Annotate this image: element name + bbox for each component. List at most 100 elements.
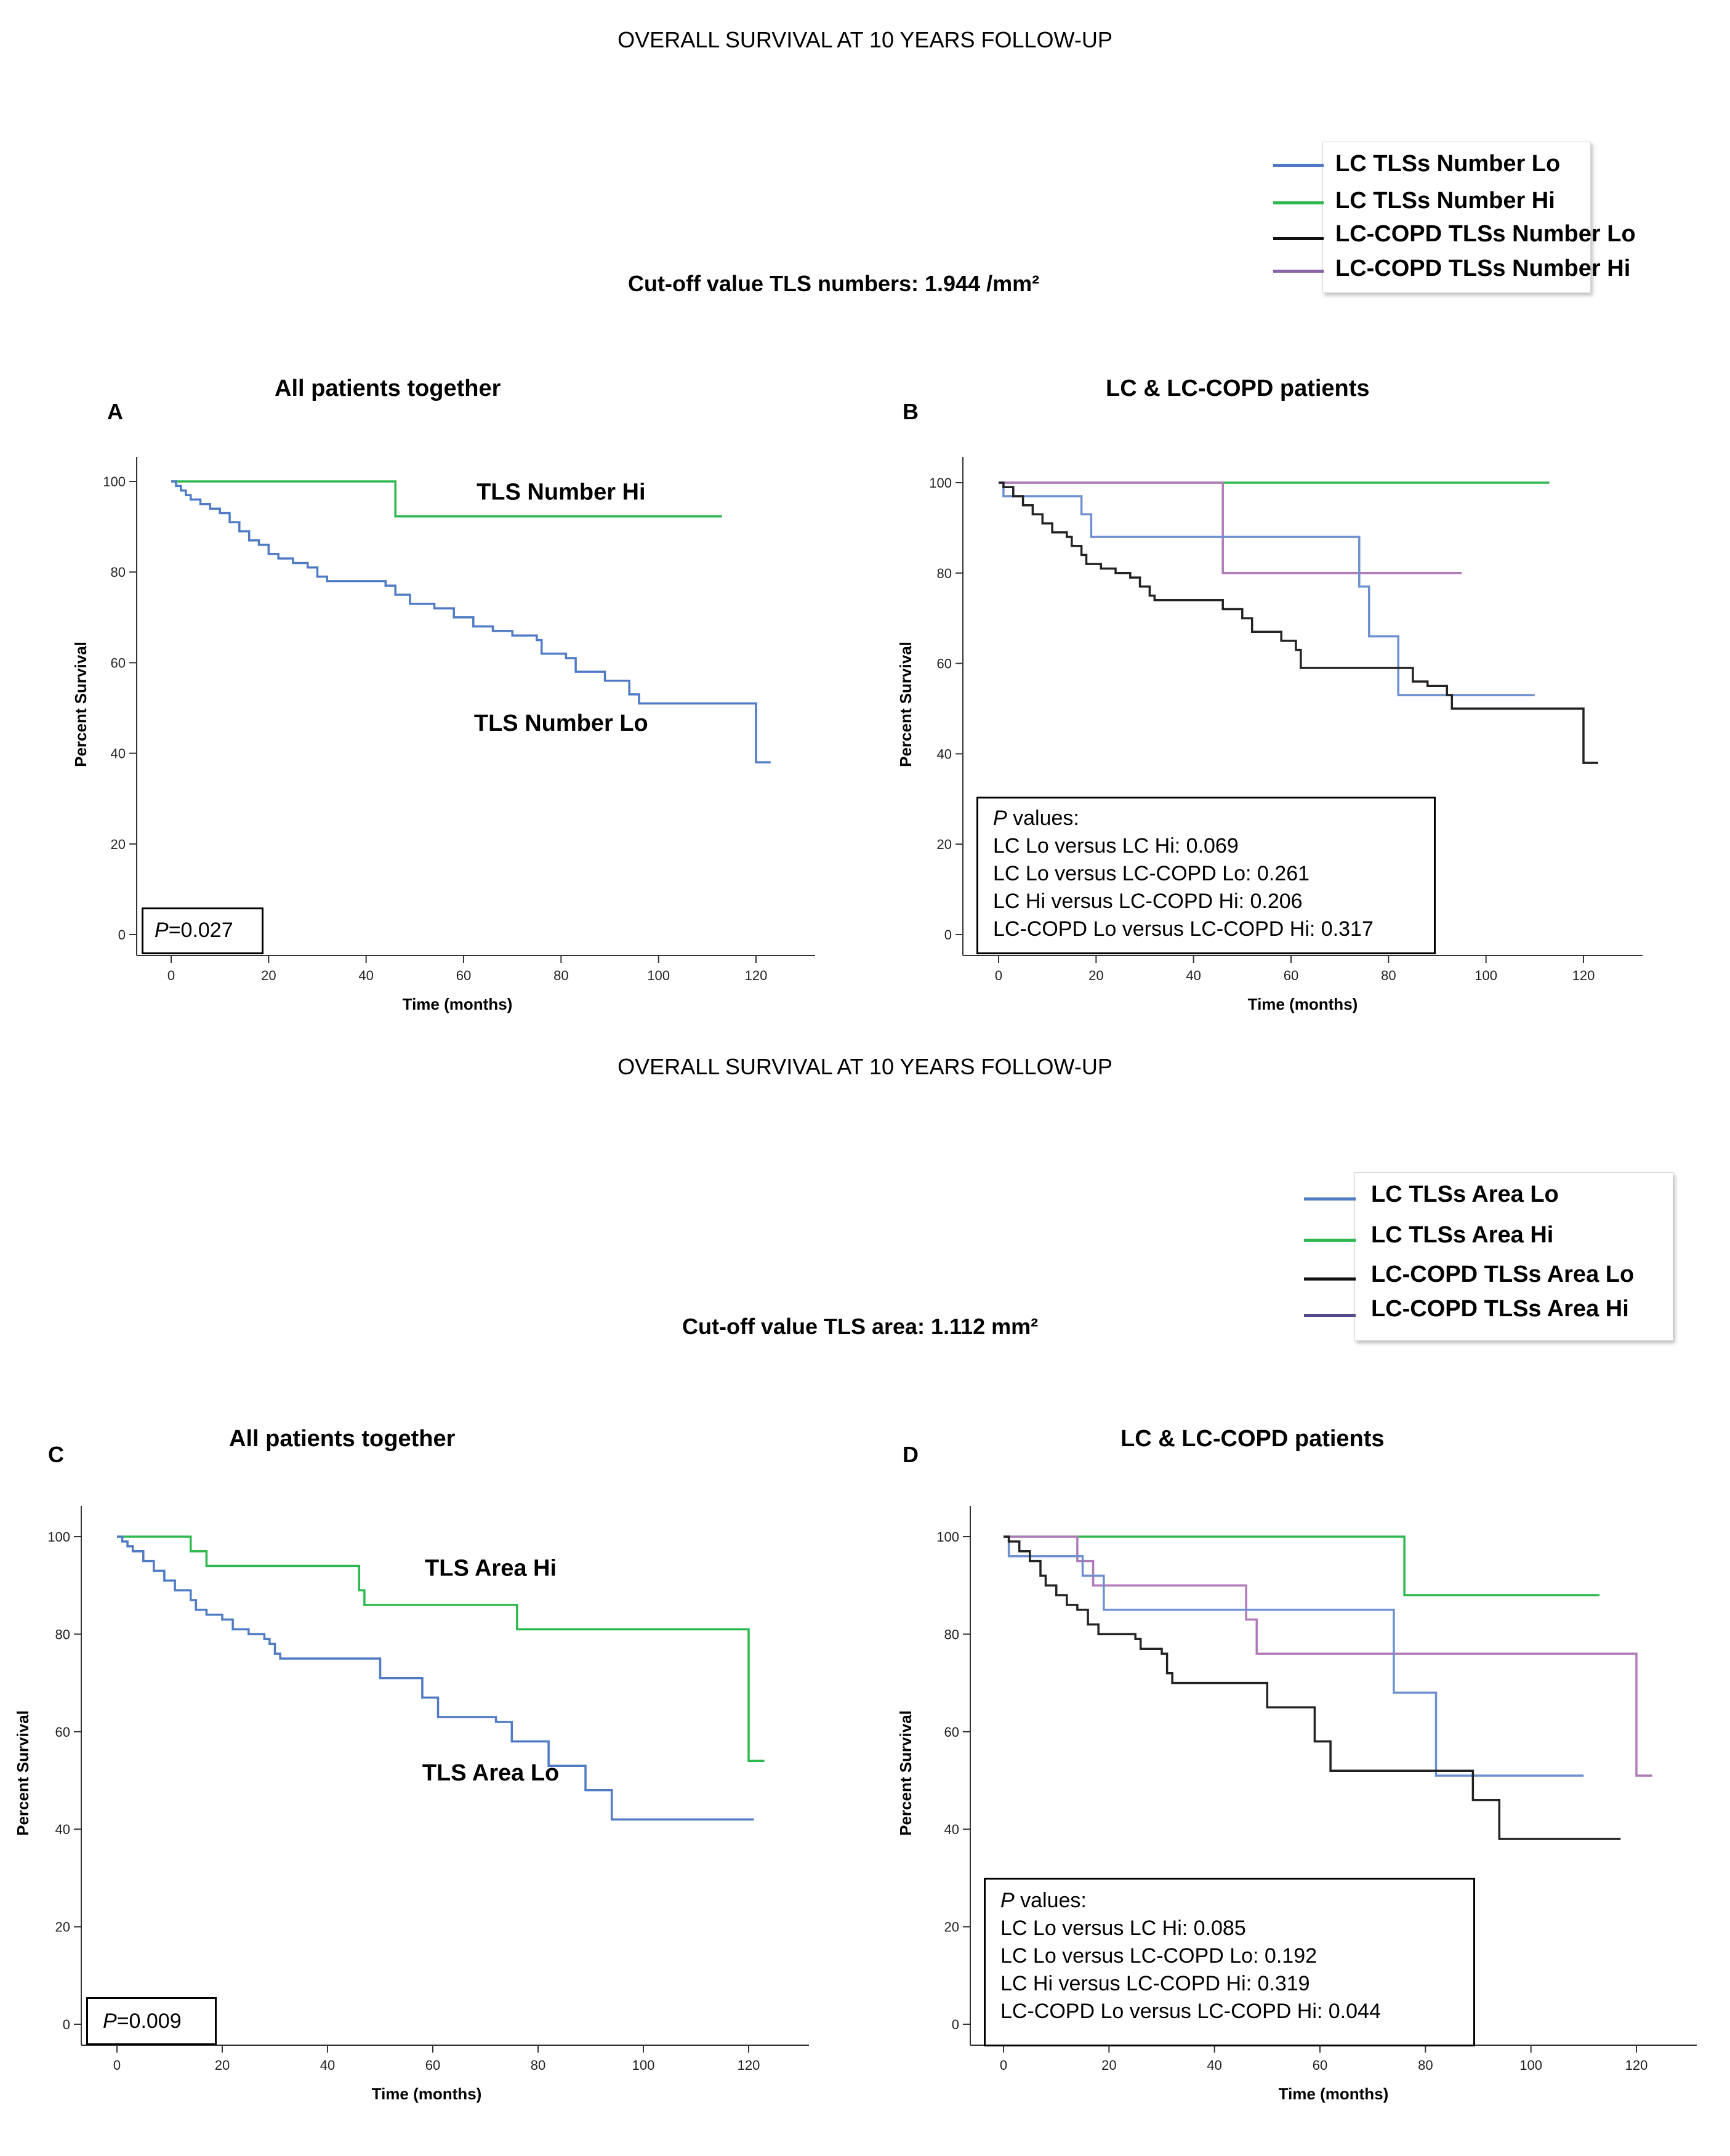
panel-a-annotation: TLS Number Lo (474, 710, 648, 736)
panel-c-annotation: TLS Area Lo (422, 1760, 559, 1786)
panel-d-y-tick-label: 60 (944, 1724, 959, 1740)
legend-item-lc-number-lo: LC TLSs Number Lo (1335, 150, 1561, 177)
panel-c-x-tick-label: 20 (215, 2057, 230, 2073)
panel-a-y-tick-label: 0 (118, 927, 126, 943)
pvalue-line: LC Lo versus LC Hi: 0.069 (993, 834, 1239, 858)
panel-d-x-tick-label: 0 (1000, 2057, 1007, 2073)
panel-a-y-tick-label: 100 (103, 474, 126, 489)
panel-c-x-axis-label: Time (months) (372, 2085, 482, 2103)
panel-a-x-tick-label: 40 (358, 968, 373, 983)
legend-item-lccopd-area-hi: LC-COPD TLSs Area Hi (1371, 1295, 1629, 1322)
panel-d-x-tick-label: 120 (1625, 2057, 1648, 2073)
legend-item-lc-number-hi: LC TLSs Number Hi (1335, 187, 1555, 214)
panel-d-x-tick-label: 20 (1101, 2057, 1116, 2073)
pvalue-line: LC Hi versus LC-COPD Hi: 0.319 (1000, 1972, 1310, 1995)
panel-c-y-tick-label: 80 (55, 1627, 70, 1642)
legend-swatch-lc-number-hi (1273, 201, 1324, 204)
panel-b-x-tick-label: 100 (1475, 968, 1497, 983)
panel-b-x-tick-label: 0 (995, 968, 1002, 983)
panel-c-x-tick-label: 120 (738, 2057, 760, 2073)
pvalue-box-a: P=0.027 (142, 907, 264, 954)
panel-a-annotation: TLS Number Hi (477, 479, 645, 505)
pvalue-box-c: P=0.009 (86, 1997, 217, 2045)
legend-swatch-lccopd-number-lo (1273, 237, 1324, 240)
legend-area: LC TLSs Area Lo LC TLSs Area Hi LC-COPD … (1354, 1172, 1673, 1341)
legend-swatch-lccopd-area-hi (1304, 1314, 1356, 1317)
panel-a-x-tick-label: 0 (167, 968, 175, 983)
panel-b-y-tick-label: 80 (937, 566, 952, 581)
panel-b-x-tick-label: 20 (1088, 968, 1103, 983)
panel-d-series-lc-copd-tlss-area-lo (1004, 1535, 1621, 1840)
pvalue-line: LC-COPD Lo versus LC-COPD Hi: 0.317 (993, 917, 1374, 941)
panel-d-y-axis-label: Percent Survival (896, 1710, 915, 1836)
pvalue-line: LC Lo versus LC-COPD Lo: 0.192 (1000, 1944, 1318, 1968)
legend-swatch-lc-number-lo (1273, 164, 1324, 167)
pvalue-line: LC Lo versus LC-COPD Lo: 0.261 (993, 862, 1310, 885)
cutoff-number-label: Cut-off value TLS numbers: 1.944 /mm² (628, 271, 1040, 296)
panel-a-series-tls-number-hi (171, 480, 722, 518)
legend-swatch-lccopd-area-lo (1304, 1277, 1356, 1281)
panel-b-letter: B (903, 399, 919, 424)
panel-c-x-tick-label: 80 (531, 2057, 545, 2073)
panel-d-x-tick-label: 60 (1313, 2057, 1327, 2073)
panel-c-title: All patients together (229, 1426, 456, 1452)
panel-c-x-tick-label: 100 (632, 2057, 655, 2073)
legend-number: LC TLSs Number Lo LC TLSs Number Hi LC-C… (1322, 142, 1636, 293)
panel-b-x-tick-label: 80 (1381, 968, 1396, 983)
legend-item-lc-area-lo: LC TLSs Area Lo (1371, 1181, 1559, 1207)
panel-c-y-tick-label: 100 (47, 1529, 70, 1545)
panel-c-y-tick-label: 40 (55, 1822, 70, 1837)
legend-swatch-lc-area-hi (1304, 1239, 1356, 1242)
legend-item-lccopd-number-lo: LC-COPD TLSs Number Lo (1335, 220, 1636, 247)
panel-c-annotation: TLS Area Hi (425, 1555, 557, 1581)
panel-d-y-tick-label: 100 (936, 1529, 959, 1545)
panel-a-y-tick-label: 80 (111, 565, 126, 580)
pvalue-line: LC Hi versus LC-COPD Hi: 0.206 (993, 890, 1303, 913)
panel-b-y-axis-label: Percent Survival (896, 642, 915, 767)
panel-b-series-lc-tlss-number-lo (999, 481, 1535, 696)
panel-b-x-tick-label: 60 (1284, 968, 1298, 983)
panel-b-series-lc-copd-tlss-number-lo (999, 481, 1598, 764)
panel-a-x-tick-label: 80 (553, 968, 568, 983)
panel-b-title: LC & LC-COPD patients (1106, 376, 1370, 401)
panel-d-y-tick-label: 40 (944, 1822, 959, 1837)
panel-b-x-tick-label: 40 (1186, 968, 1201, 983)
panel-a-y-tick-label: 20 (111, 837, 126, 852)
panel-a-series-tls-number-lo (171, 480, 771, 764)
panel-d-series-lc-tlss-area-hi (1004, 1535, 1599, 1596)
panel-a-x-tick-label: 100 (647, 968, 670, 983)
panel-a-letter: A (107, 399, 123, 424)
panel-d-y-tick-label: 0 (952, 2017, 959, 2032)
pvalue-line: LC Lo versus LC Hi: 0.085 (1000, 1917, 1246, 1940)
panel-c-x-tick-label: 40 (320, 2057, 335, 2073)
panel-a-title: All patients together (275, 376, 501, 401)
panel-c-letter: C (48, 1442, 64, 1467)
panel-a-y-axis-label: Percent Survival (71, 642, 90, 767)
panel-d-x-axis-label: Time (months) (1279, 2085, 1389, 2103)
panel-c-series-tls-area-hi (117, 1535, 765, 1763)
cutoff-area-label: Cut-off value TLS area: 1.112 mm² (682, 1314, 1039, 1339)
panel-a-y-tick-label: 40 (111, 746, 126, 762)
panel-d-letter: D (903, 1442, 919, 1467)
panel-c-y-tick-label: 20 (55, 1920, 70, 1935)
panel-a-y-tick-label: 60 (111, 655, 126, 670)
panel-b-y-tick-label: 100 (929, 475, 952, 491)
panel-a-x-tick-label: 20 (261, 968, 276, 983)
panel-b-y-tick-label: 20 (937, 837, 952, 852)
panel-a-x-tick-label: 60 (456, 968, 471, 983)
legend-item-lccopd-area-lo: LC-COPD TLSs Area Lo (1371, 1261, 1635, 1287)
pvalue-box-d: P values: LC Lo versus LC Hi: 0.085 LC L… (984, 1878, 1475, 2046)
panel-b-x-axis-label: Time (months) (1248, 995, 1358, 1013)
panel-d-series-lc-tlss-area-lo (1004, 1535, 1584, 1777)
panel-d-x-tick-label: 80 (1418, 2057, 1433, 2073)
panel-b-x-tick-label: 120 (1572, 968, 1595, 983)
panel-d-y-tick-label: 20 (944, 1920, 959, 1935)
pvalue-line: LC-COPD Lo versus LC-COPD Hi: 0.044 (1000, 2000, 1381, 2023)
panel-c-y-tick-label: 0 (63, 2017, 70, 2032)
panel-a-x-tick-label: 120 (745, 968, 768, 983)
panel-b-y-tick-label: 40 (937, 746, 952, 762)
panel-c-y-axis-label: Percent Survival (14, 1710, 32, 1836)
figure-title-bottom: OVERALL SURVIVAL AT 10 YEARS FOLLOW-UP (618, 1054, 1112, 1079)
pvalue-box-b: P values: LC Lo versus LC Hi: 0.069 LC L… (976, 797, 1436, 954)
